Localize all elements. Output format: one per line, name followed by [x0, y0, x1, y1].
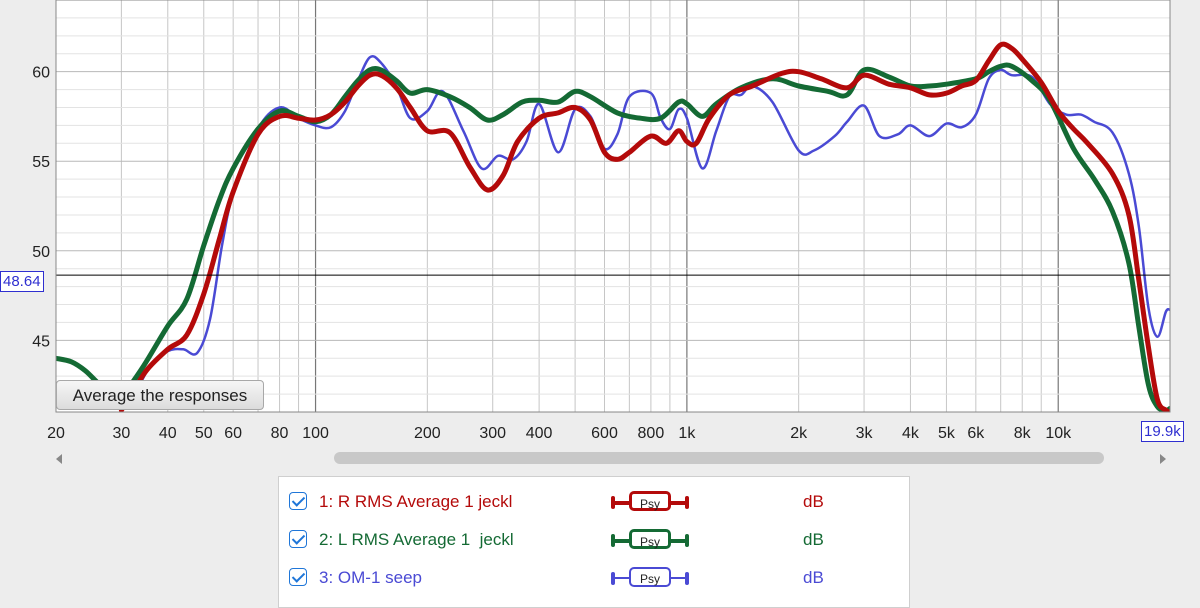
legend-unit: dB: [803, 568, 824, 587]
series-layer: [56, 41, 1170, 412]
legend-name: 2: L RMS Average 1 jeckl: [319, 530, 514, 549]
legend-unit: dB: [803, 492, 824, 511]
x-tick-label: 50: [195, 425, 213, 442]
x-tick-label: 10k: [1045, 425, 1072, 442]
x-tick-label: 600: [591, 425, 618, 442]
cursor-x-readout: 19.9k: [1141, 421, 1184, 442]
x-tick-label: 80: [271, 425, 289, 442]
horizontal-scrollbar[interactable]: [56, 452, 1166, 468]
psy-label: Psy: [629, 491, 671, 511]
x-tick-label: 40: [159, 425, 177, 442]
x-tick-label: 800: [638, 425, 665, 442]
x-tick-label: 6k: [967, 425, 985, 442]
legend-name: 1: R RMS Average 1 jeckl: [319, 492, 513, 511]
x-tick-label: 300: [479, 425, 506, 442]
line-style-swatch[interactable]: Psy: [611, 567, 689, 589]
x-tick-label: 2k: [790, 425, 808, 442]
legend-row-2: 2: L RMS Average 1 jeckl Psy dB: [289, 527, 889, 555]
cursor-y-readout: 48.64: [0, 271, 44, 292]
line-style-swatch[interactable]: Psy: [611, 529, 689, 551]
y-tick-label: 50: [32, 244, 50, 261]
psy-label: Psy: [629, 529, 671, 549]
y-axis-ticks: 45 50 55 60: [32, 65, 50, 351]
checkbox-checked-icon[interactable]: [289, 492, 307, 510]
x-axis-ticks: 20 30 40 50 60 80 100 200 300 400 600 800 1k 2k 3k 4k 5k…: [47, 425, 1167, 442]
scroll-left-arrow-icon[interactable]: [56, 454, 62, 464]
x-tick-label: 30: [112, 425, 130, 442]
series-line-3: [125, 54, 1170, 410]
x-tick-label: 5k: [938, 425, 956, 442]
measurement-legend: 1: R RMS Average 1 jeckl Psy dB 2: L RMS…: [278, 476, 910, 608]
x-tick-label: 20: [47, 425, 65, 442]
x-tick-label: 4k: [902, 425, 920, 442]
average-responses-button[interactable]: Average the responses: [56, 380, 264, 410]
line-style-swatch[interactable]: Psy: [611, 491, 689, 513]
plot-border: [55, 0, 1171, 413]
scroll-thumb[interactable]: [334, 452, 1104, 464]
psy-label: Psy: [629, 567, 671, 587]
x-tick-label: 100: [302, 425, 329, 442]
x-tick-label: 1k: [678, 425, 696, 442]
grid: [55, 0, 1171, 413]
frequency-response-chart[interactable]: 20 30 40 50 60 80 100 200 300 400 600 800 1k 2k 3k 4k 5k…: [0, 0, 1200, 450]
legend-row-3: 3: OM-1 seep Psy dB: [289, 565, 889, 593]
scroll-right-arrow-icon[interactable]: [1160, 454, 1166, 464]
x-tick-label: 60: [224, 425, 242, 442]
series-line-2: [56, 62, 1170, 412]
legend-unit: dB: [803, 530, 824, 549]
x-tick-label: 200: [414, 425, 441, 442]
x-tick-label: 3k: [856, 425, 874, 442]
series-line-1: [118, 41, 1170, 412]
checkbox-checked-icon[interactable]: [289, 530, 307, 548]
legend-row-1: 1: R RMS Average 1 jeckl Psy dB: [289, 489, 889, 517]
x-tick-label: 400: [526, 425, 553, 442]
legend-name: 3: OM-1 seep: [319, 568, 422, 587]
plot-background: [56, 0, 1170, 412]
x-tick-label: 8k: [1014, 425, 1032, 442]
checkbox-checked-icon[interactable]: [289, 568, 307, 586]
y-tick-label: 45: [32, 333, 50, 350]
y-tick-label: 55: [32, 154, 50, 171]
y-tick-label: 60: [32, 65, 50, 82]
